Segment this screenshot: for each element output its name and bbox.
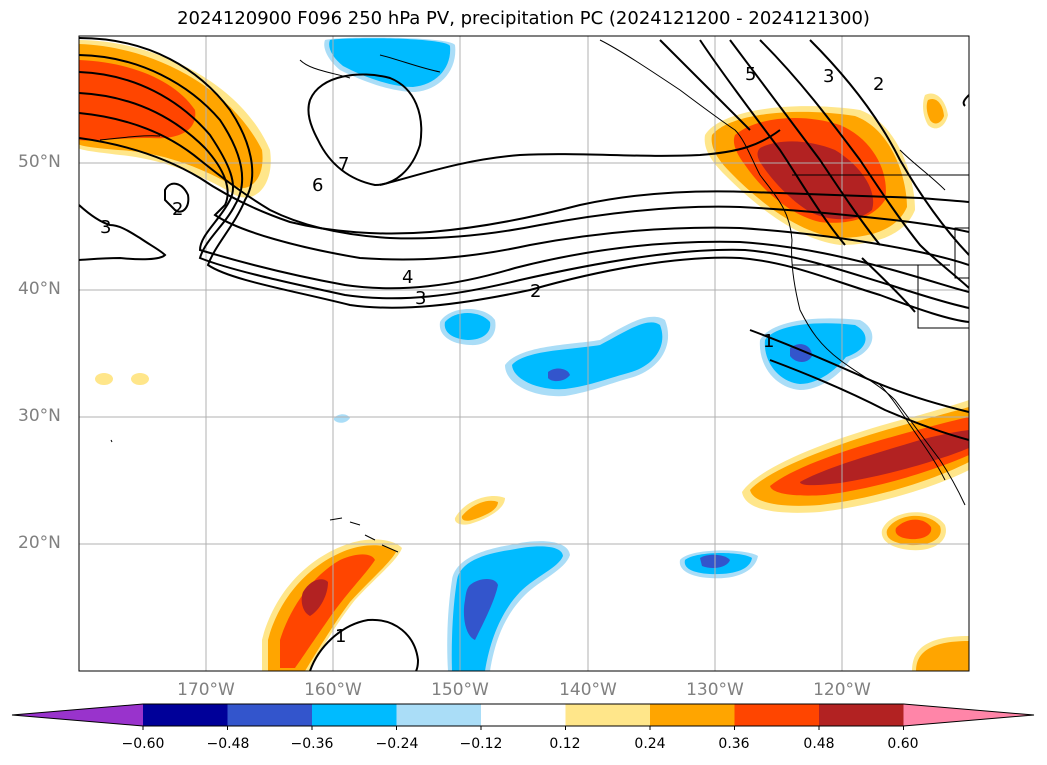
contour-label-3a: 3 bbox=[100, 217, 111, 238]
contour-labels: 2 3 4 3 2 7 6 5 3 2 1 1 bbox=[100, 64, 884, 647]
colorbar-tick-label: −0.24 bbox=[375, 736, 419, 752]
lon-label-150w: 150°W bbox=[431, 680, 489, 700]
lat-label-50n: 50°N bbox=[18, 152, 61, 172]
colorbar-tick-label: −0.48 bbox=[206, 736, 250, 752]
lon-label-140w: 140°W bbox=[559, 680, 617, 700]
colorbar-tick-label: 0.36 bbox=[718, 736, 750, 752]
graticule bbox=[79, 36, 969, 671]
pv-contours bbox=[79, 37, 969, 671]
colorbar-tick-label: −0.12 bbox=[459, 736, 503, 752]
colorbar-extend-min bbox=[12, 704, 143, 726]
negative-anomaly-shading bbox=[324, 37, 873, 671]
lat-label-30n: 30°N bbox=[18, 406, 61, 426]
colorbar-segment bbox=[312, 704, 397, 726]
lon-label-130w: 130°W bbox=[686, 680, 744, 700]
contour-label-3c: 3 bbox=[823, 66, 834, 87]
colorbar-segment bbox=[819, 704, 904, 726]
lat-label-20n: 20°N bbox=[18, 533, 61, 553]
map-frame bbox=[78, 35, 970, 672]
contour-label-4: 4 bbox=[402, 267, 413, 288]
contour-label-5: 5 bbox=[745, 64, 756, 85]
lon-label-160w: 160°W bbox=[304, 680, 362, 700]
contour-label-2a: 2 bbox=[172, 199, 183, 220]
lon-label-120w: 120°W bbox=[813, 680, 871, 700]
colorbar-segment bbox=[481, 704, 566, 726]
colorbar-segment bbox=[227, 704, 313, 726]
colorbar-tick-label: −0.60 bbox=[121, 736, 165, 752]
lon-label-170w: 170°W bbox=[177, 680, 235, 700]
colorbar-tick-label: 0.12 bbox=[549, 736, 581, 752]
map-title: 2024120900 F096 250 hPa PV, precipitatio… bbox=[177, 8, 870, 29]
colorbar-tick-label: 0.24 bbox=[634, 736, 666, 752]
contour-label-1b: 1 bbox=[335, 626, 346, 647]
colorbar-tick-label: −0.36 bbox=[290, 736, 334, 752]
colorbar-segment bbox=[143, 704, 228, 726]
contour-label-6: 6 bbox=[312, 175, 323, 196]
colorbar-tick-label: 0.60 bbox=[887, 736, 919, 752]
contour-label-7: 7 bbox=[338, 154, 349, 175]
colorbar-segment bbox=[734, 704, 820, 726]
contour-label-1a: 1 bbox=[763, 331, 774, 352]
colorbar-segment bbox=[396, 704, 482, 726]
colorbar-tick-label: 0.48 bbox=[803, 736, 835, 752]
colorbar-extend-max bbox=[903, 704, 1034, 726]
lat-label-40n: 40°N bbox=[18, 279, 61, 299]
colorbar-segment bbox=[565, 704, 651, 726]
contour-label-3b: 3 bbox=[415, 288, 426, 309]
colorbar bbox=[11, 703, 1035, 730]
colorbar-segment bbox=[650, 704, 735, 726]
contour-label-2c: 2 bbox=[873, 74, 884, 95]
contour-label-2b: 2 bbox=[530, 281, 541, 302]
